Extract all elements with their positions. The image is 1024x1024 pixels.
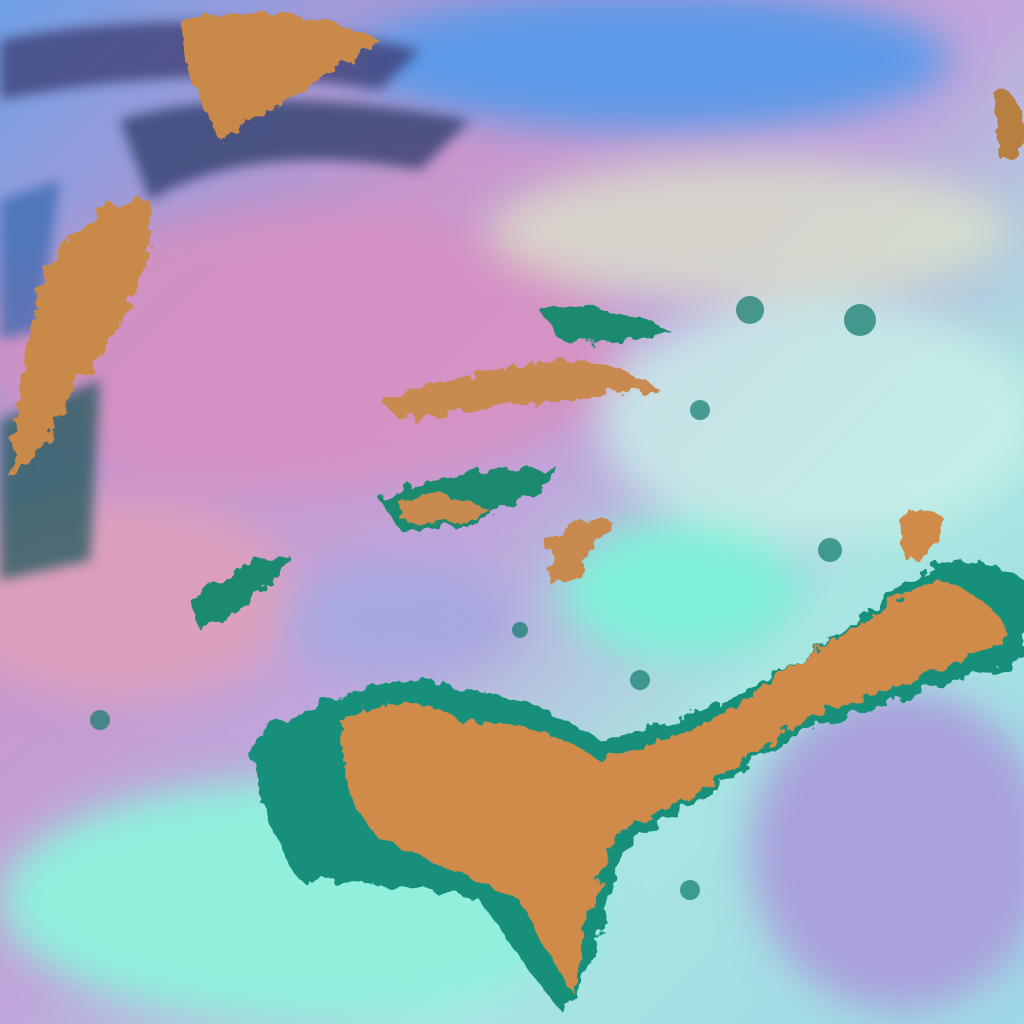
cloud-edge-specks — [90, 296, 876, 900]
convective-cloud-tops — [10, 13, 1024, 1010]
